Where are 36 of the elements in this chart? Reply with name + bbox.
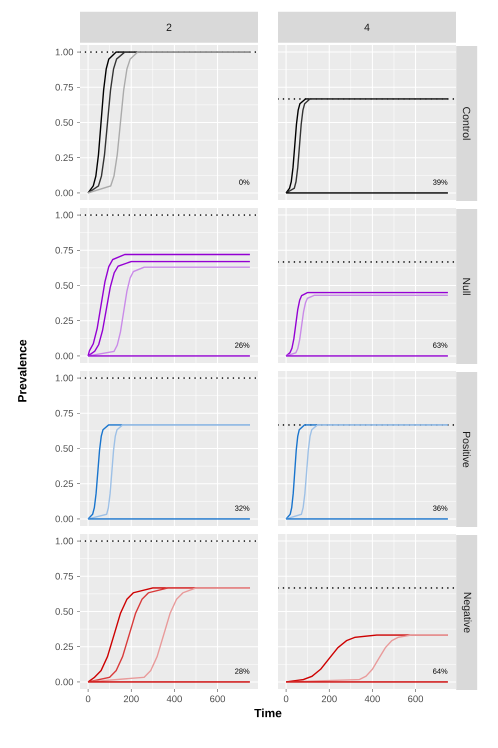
y-tick-label: 0.75: [55, 410, 74, 417]
y-axis-title: Prevalence: [18, 340, 26, 402]
y-tick-label: 1.00: [56, 48, 74, 56]
x-tick-label: 400: [166, 696, 182, 702]
chart-title: 4: [364, 24, 370, 31]
x-tick-label: 200: [322, 696, 337, 702]
x-axis-title: Time: [254, 708, 282, 718]
y-tick-label: 0.25: [55, 480, 74, 488]
y-tick-label: 0.50: [55, 119, 74, 126]
y-tick-label: 0.50: [55, 608, 74, 615]
y-tick-label: 0.50: [55, 282, 74, 289]
y-tick-label: 1.00: [56, 212, 74, 218]
y-tick-label: 1.00: [56, 374, 74, 382]
y-tick-label: 0.50: [55, 445, 74, 452]
y2-axis-title: Null: [462, 278, 471, 295]
y-tick-label: 0.00: [55, 678, 74, 686]
x-tick-label: 200: [124, 696, 139, 702]
y-tick-label: 0.75: [55, 84, 74, 91]
x-tick-label: 600: [408, 696, 424, 702]
y2-axis-title: Negative: [462, 592, 472, 633]
y-tick-label: 0.00: [55, 352, 74, 360]
y2-axis-title: Positive: [462, 432, 471, 468]
y-tick-label: 0.75: [55, 246, 74, 254]
y-tick-label: 0.00: [55, 190, 74, 196]
y-tick-label: 0.25: [55, 317, 74, 324]
y2-axis-title: Control: [462, 107, 471, 140]
y-tick-label: 0.00: [55, 516, 74, 522]
y-tick-label: 1.00: [56, 538, 74, 544]
x-tick-label: 400: [364, 696, 380, 702]
x-tick-label: 0: [86, 696, 90, 702]
y-tick-label: 0.75: [55, 572, 74, 580]
x-tick-label: 0: [284, 696, 288, 702]
x-tick-label: 600: [210, 696, 226, 702]
y-tick-label: 0.25: [55, 643, 74, 650]
y-tick-label: 0.25: [55, 154, 74, 162]
chart-title: 2: [166, 24, 172, 31]
